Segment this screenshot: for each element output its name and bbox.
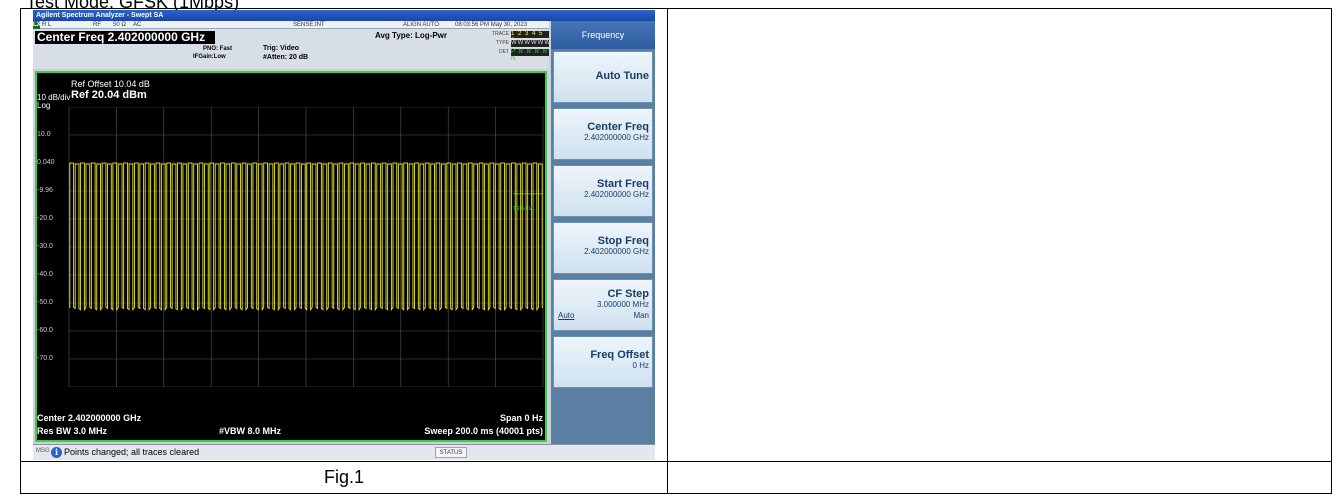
ref-offset: Ref Offset 10.04 dB: [71, 79, 150, 89]
message-bar: MSG i Points changed; all traces cleared…: [33, 444, 655, 460]
auto-tune-button[interactable]: Auto Tune: [553, 51, 653, 103]
softkey-value: 2.402000000 GHz: [584, 190, 649, 199]
spectrum-analyzer-screenshot: Agilent Spectrum Analyzer - Swept SA LXI…: [33, 10, 655, 460]
center-freq-button[interactable]: Center Freq 2.402000000 GHz: [553, 108, 653, 160]
y-tick-label: -60.0: [37, 327, 53, 334]
msg-label: MSG: [36, 448, 50, 454]
softkey-label: Stop Freq: [597, 235, 649, 247]
lxi-badge: LXI: [33, 21, 43, 29]
document-heading: Test Mode: GFSK (1Mbps): [26, 0, 240, 12]
cf-step-auto-option[interactable]: Auto: [558, 311, 575, 320]
align-indicator: ALIGN AUTO: [403, 22, 439, 28]
info-icon: i: [51, 447, 62, 458]
table-column-divider: [667, 9, 668, 493]
res-bw-footer: Res BW 3.0 MHz: [37, 426, 108, 436]
impedance-indicator: 50 Ω: [113, 22, 126, 28]
y-tick-label: -9.96: [37, 187, 53, 194]
sweep-footer: Sweep 200.0 ms (40001 pts): [424, 426, 543, 436]
softkey-label: CF Step: [607, 288, 649, 300]
y-tick-label: 10.0: [37, 131, 51, 138]
type-values: WWWWWW: [511, 40, 551, 47]
y-tick-label: -50.0: [37, 299, 53, 306]
span-footer: Span 0 Hz: [499, 413, 543, 423]
trace-label: TRACE: [492, 31, 509, 37]
rf-indicator: RF: [93, 22, 101, 28]
det-label: DET: [499, 49, 509, 55]
freq-offset-button[interactable]: Freq Offset 0 Hz: [553, 336, 653, 388]
type-label: TYPE: [495, 40, 509, 46]
ref-level: Ref 20.04 dBm: [71, 89, 147, 101]
y-tick-label: 0.040: [37, 159, 55, 166]
y-tick-label: -40.0: [37, 271, 53, 278]
scale-per-div: 10 dB/div: [37, 93, 71, 102]
y-tick-label: -20.0: [37, 215, 53, 222]
start-freq-button[interactable]: Start Freq 2.402000000 GHz: [553, 165, 653, 217]
sense-indicator: SENSE:INT: [293, 22, 325, 28]
vbw-footer: #VBW 8.0 MHz: [219, 426, 282, 436]
y-tick-label: -30.0: [37, 243, 53, 250]
softkey-label: Auto Tune: [595, 70, 649, 82]
cf-step-button[interactable]: CF Step 3.000000 MHz Auto Man: [553, 279, 653, 331]
status-button[interactable]: STATUS: [435, 447, 467, 458]
softkey-value: 2.402000000 GHz: [584, 133, 649, 142]
softkey-empty-slot: [553, 393, 653, 443]
measurement-screen: Ref Offset 10.04 dB 10 dB/div Ref 20.04 …: [35, 71, 547, 442]
coupling-indicator: AC: [133, 22, 142, 28]
softkey-label: Freq Offset: [590, 349, 649, 361]
trig-level-label: TRIG LVL: [513, 206, 535, 212]
spectrum-plot: [68, 107, 544, 387]
timestamp: 08:03:56 PM May 30, 2023: [455, 22, 528, 28]
figure-caption: Fig.1: [323, 467, 365, 487]
ifgain-label: IFGain:Low: [193, 54, 226, 60]
trace-line: [69, 162, 543, 312]
softkey-value: 0 Hz: [632, 361, 649, 370]
message-text: Points changed; all traces cleared: [64, 447, 200, 457]
center-freq-footer: Center 2.402000000 GHz: [37, 413, 142, 423]
y-tick-label: -70.0: [37, 355, 53, 362]
pno-label: PNO: Fast: [203, 46, 233, 52]
rl-indicator: R L: [42, 22, 52, 28]
cf-step-man-option[interactable]: Man: [633, 311, 649, 320]
document-table: Fig.1 Agilent Spectrum Analyzer - Swept …: [20, 8, 1332, 494]
softkey-label: Center Freq: [587, 121, 649, 133]
atten-label: #Atten: 20 dB: [263, 54, 309, 61]
table-row-divider: [21, 461, 1331, 462]
stop-freq-button[interactable]: Stop Freq 2.402000000 GHz: [553, 222, 653, 274]
center-freq-title: Center Freq 2.402000000 GHz: [35, 31, 215, 44]
softkey-menu-title: Frequency: [551, 21, 655, 49]
det-values: P N N N N N: [511, 49, 549, 62]
trace-summary: TRACE 1 2 3 4 5 6 TYPE WWWWWW DET P N N …: [469, 31, 551, 62]
softkey-panel: Frequency Auto Tune Center Freq 2.402000…: [551, 21, 655, 444]
avg-type-label: Avg Type: Log-Pwr: [375, 31, 447, 40]
trig-label: Trig: Video: [263, 45, 300, 52]
softkey-value: 3.000000 MHz: [596, 300, 649, 309]
window-title: Agilent Spectrum Analyzer - Swept SA: [33, 10, 655, 21]
softkey-label: Start Freq: [597, 178, 649, 190]
trace-values: 1 2 3 4 5 6: [511, 31, 549, 44]
status-row: LXI R L RF 50 Ω AC SENSE:INT ALIGN AUTO …: [33, 21, 549, 29]
analyzer-header: LXI R L RF 50 Ω AC SENSE:INT ALIGN AUTO …: [33, 21, 551, 69]
softkey-value: 2.402000000 GHz: [584, 247, 649, 256]
log-scale-label: Log: [37, 101, 51, 110]
